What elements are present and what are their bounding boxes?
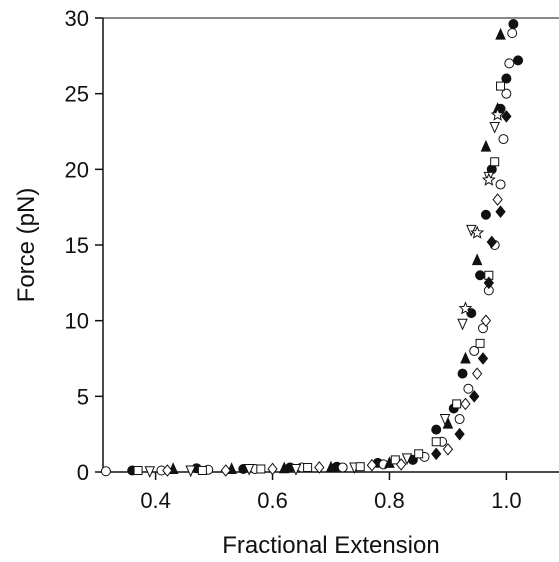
data-point-open-square bbox=[496, 81, 506, 91]
data-point-filled-diamond bbox=[431, 447, 442, 461]
data-point-open-square bbox=[390, 455, 400, 465]
data-point-open-square bbox=[475, 338, 485, 348]
data-point-open-diamond bbox=[220, 464, 231, 477]
data-point-filled-circle bbox=[501, 73, 512, 84]
data-point-open-circle bbox=[501, 88, 512, 99]
data-point-filled-diamond bbox=[469, 390, 480, 403]
x-axis-title: Fractional Extension bbox=[222, 532, 439, 557]
data-point-open-diamond bbox=[480, 314, 492, 327]
y-tick-label: 10 bbox=[65, 309, 89, 334]
data-point-open-triangle-down bbox=[439, 414, 451, 426]
data-point-open-triangle-down bbox=[243, 463, 255, 476]
data-point-filled-triangle-up bbox=[325, 460, 337, 473]
data-point-filled-circle bbox=[508, 19, 519, 30]
data-point-open-diamond bbox=[366, 458, 378, 472]
data-point-open-square bbox=[303, 462, 313, 472]
data-point-open-diamond bbox=[442, 443, 454, 456]
data-point-open-diamond bbox=[492, 193, 503, 206]
data-point-open-square bbox=[490, 157, 500, 167]
data-point-open-diamond bbox=[472, 367, 483, 380]
data-point-filled-circle bbox=[466, 308, 477, 319]
data-point-filled-circle bbox=[475, 270, 486, 281]
x-tick-label: 0.8 bbox=[374, 488, 405, 513]
data-point-open-square bbox=[414, 449, 424, 459]
data-point-filled-diamond bbox=[483, 276, 494, 290]
data-point-open-diamond bbox=[162, 464, 173, 477]
y-tick-label: 15 bbox=[65, 233, 89, 258]
y-tick-label: 25 bbox=[65, 82, 89, 107]
data-point-open-square bbox=[197, 465, 207, 475]
data-point-open-circle bbox=[507, 28, 518, 39]
data-point-filled-circle bbox=[513, 55, 524, 66]
y-tick-label: 0 bbox=[77, 460, 89, 485]
data-point-open-circle bbox=[498, 134, 509, 145]
data-point-filled-diamond bbox=[501, 110, 512, 123]
data-point-open-circle bbox=[504, 58, 515, 69]
data-point-filled-triangle-up bbox=[471, 253, 483, 266]
data-point-filled-circle bbox=[457, 368, 468, 379]
data-point-open-square bbox=[256, 464, 266, 474]
data-point-filled-diamond bbox=[495, 205, 506, 218]
data-point-open-star bbox=[490, 107, 505, 121]
data-point-filled-triangle-up bbox=[480, 139, 492, 152]
data-point-open-diamond bbox=[267, 462, 278, 476]
data-point-open-triangle-down bbox=[290, 463, 302, 476]
data-point-open-circle bbox=[100, 466, 111, 477]
x-tick-label: 0.6 bbox=[257, 488, 288, 513]
data-point-open-triangle-down bbox=[457, 318, 468, 331]
data-point-filled-diamond bbox=[454, 427, 465, 441]
data-point-filled-triangle-up bbox=[460, 351, 471, 364]
y-tick-label: 5 bbox=[77, 384, 89, 409]
data-point-open-triangle-down bbox=[401, 453, 413, 466]
data-point-open-circle bbox=[337, 462, 348, 473]
data-point-filled-circle bbox=[431, 424, 442, 435]
x-tick-label: 0.4 bbox=[140, 488, 171, 513]
data-point-open-diamond bbox=[460, 397, 471, 411]
y-axis-title: Force (pN) bbox=[13, 188, 40, 303]
data-point-open-circle bbox=[495, 179, 506, 190]
data-point-filled-diamond bbox=[477, 352, 489, 365]
data-point-open-circle bbox=[469, 345, 480, 356]
data-point-filled-diamond bbox=[486, 235, 497, 249]
data-point-open-triangle-down bbox=[144, 466, 156, 478]
data-point-open-square bbox=[133, 465, 143, 475]
data-point-filled-triangle-up bbox=[278, 461, 290, 474]
data-point-open-star bbox=[470, 225, 485, 239]
y-tick-label: 20 bbox=[65, 157, 89, 182]
data-point-open-triangle-down bbox=[489, 121, 500, 134]
data-point-open-circle bbox=[454, 414, 465, 425]
x-tick-label: 1.0 bbox=[491, 488, 522, 513]
data-point-open-diamond bbox=[396, 458, 407, 471]
data-point-filled-triangle-up bbox=[495, 27, 506, 40]
data-point-open-diamond bbox=[314, 461, 325, 474]
y-tick-label: 30 bbox=[65, 6, 89, 31]
data-point-open-star bbox=[458, 301, 473, 315]
data-point-open-triangle-down bbox=[185, 465, 196, 478]
data-point-open-square bbox=[355, 462, 365, 472]
data-point-open-circle bbox=[463, 383, 474, 394]
data-point-filled-circle bbox=[480, 209, 491, 220]
data-point-open-star bbox=[481, 172, 496, 186]
data-point-open-square bbox=[431, 437, 441, 447]
data-point-open-square bbox=[452, 399, 462, 409]
